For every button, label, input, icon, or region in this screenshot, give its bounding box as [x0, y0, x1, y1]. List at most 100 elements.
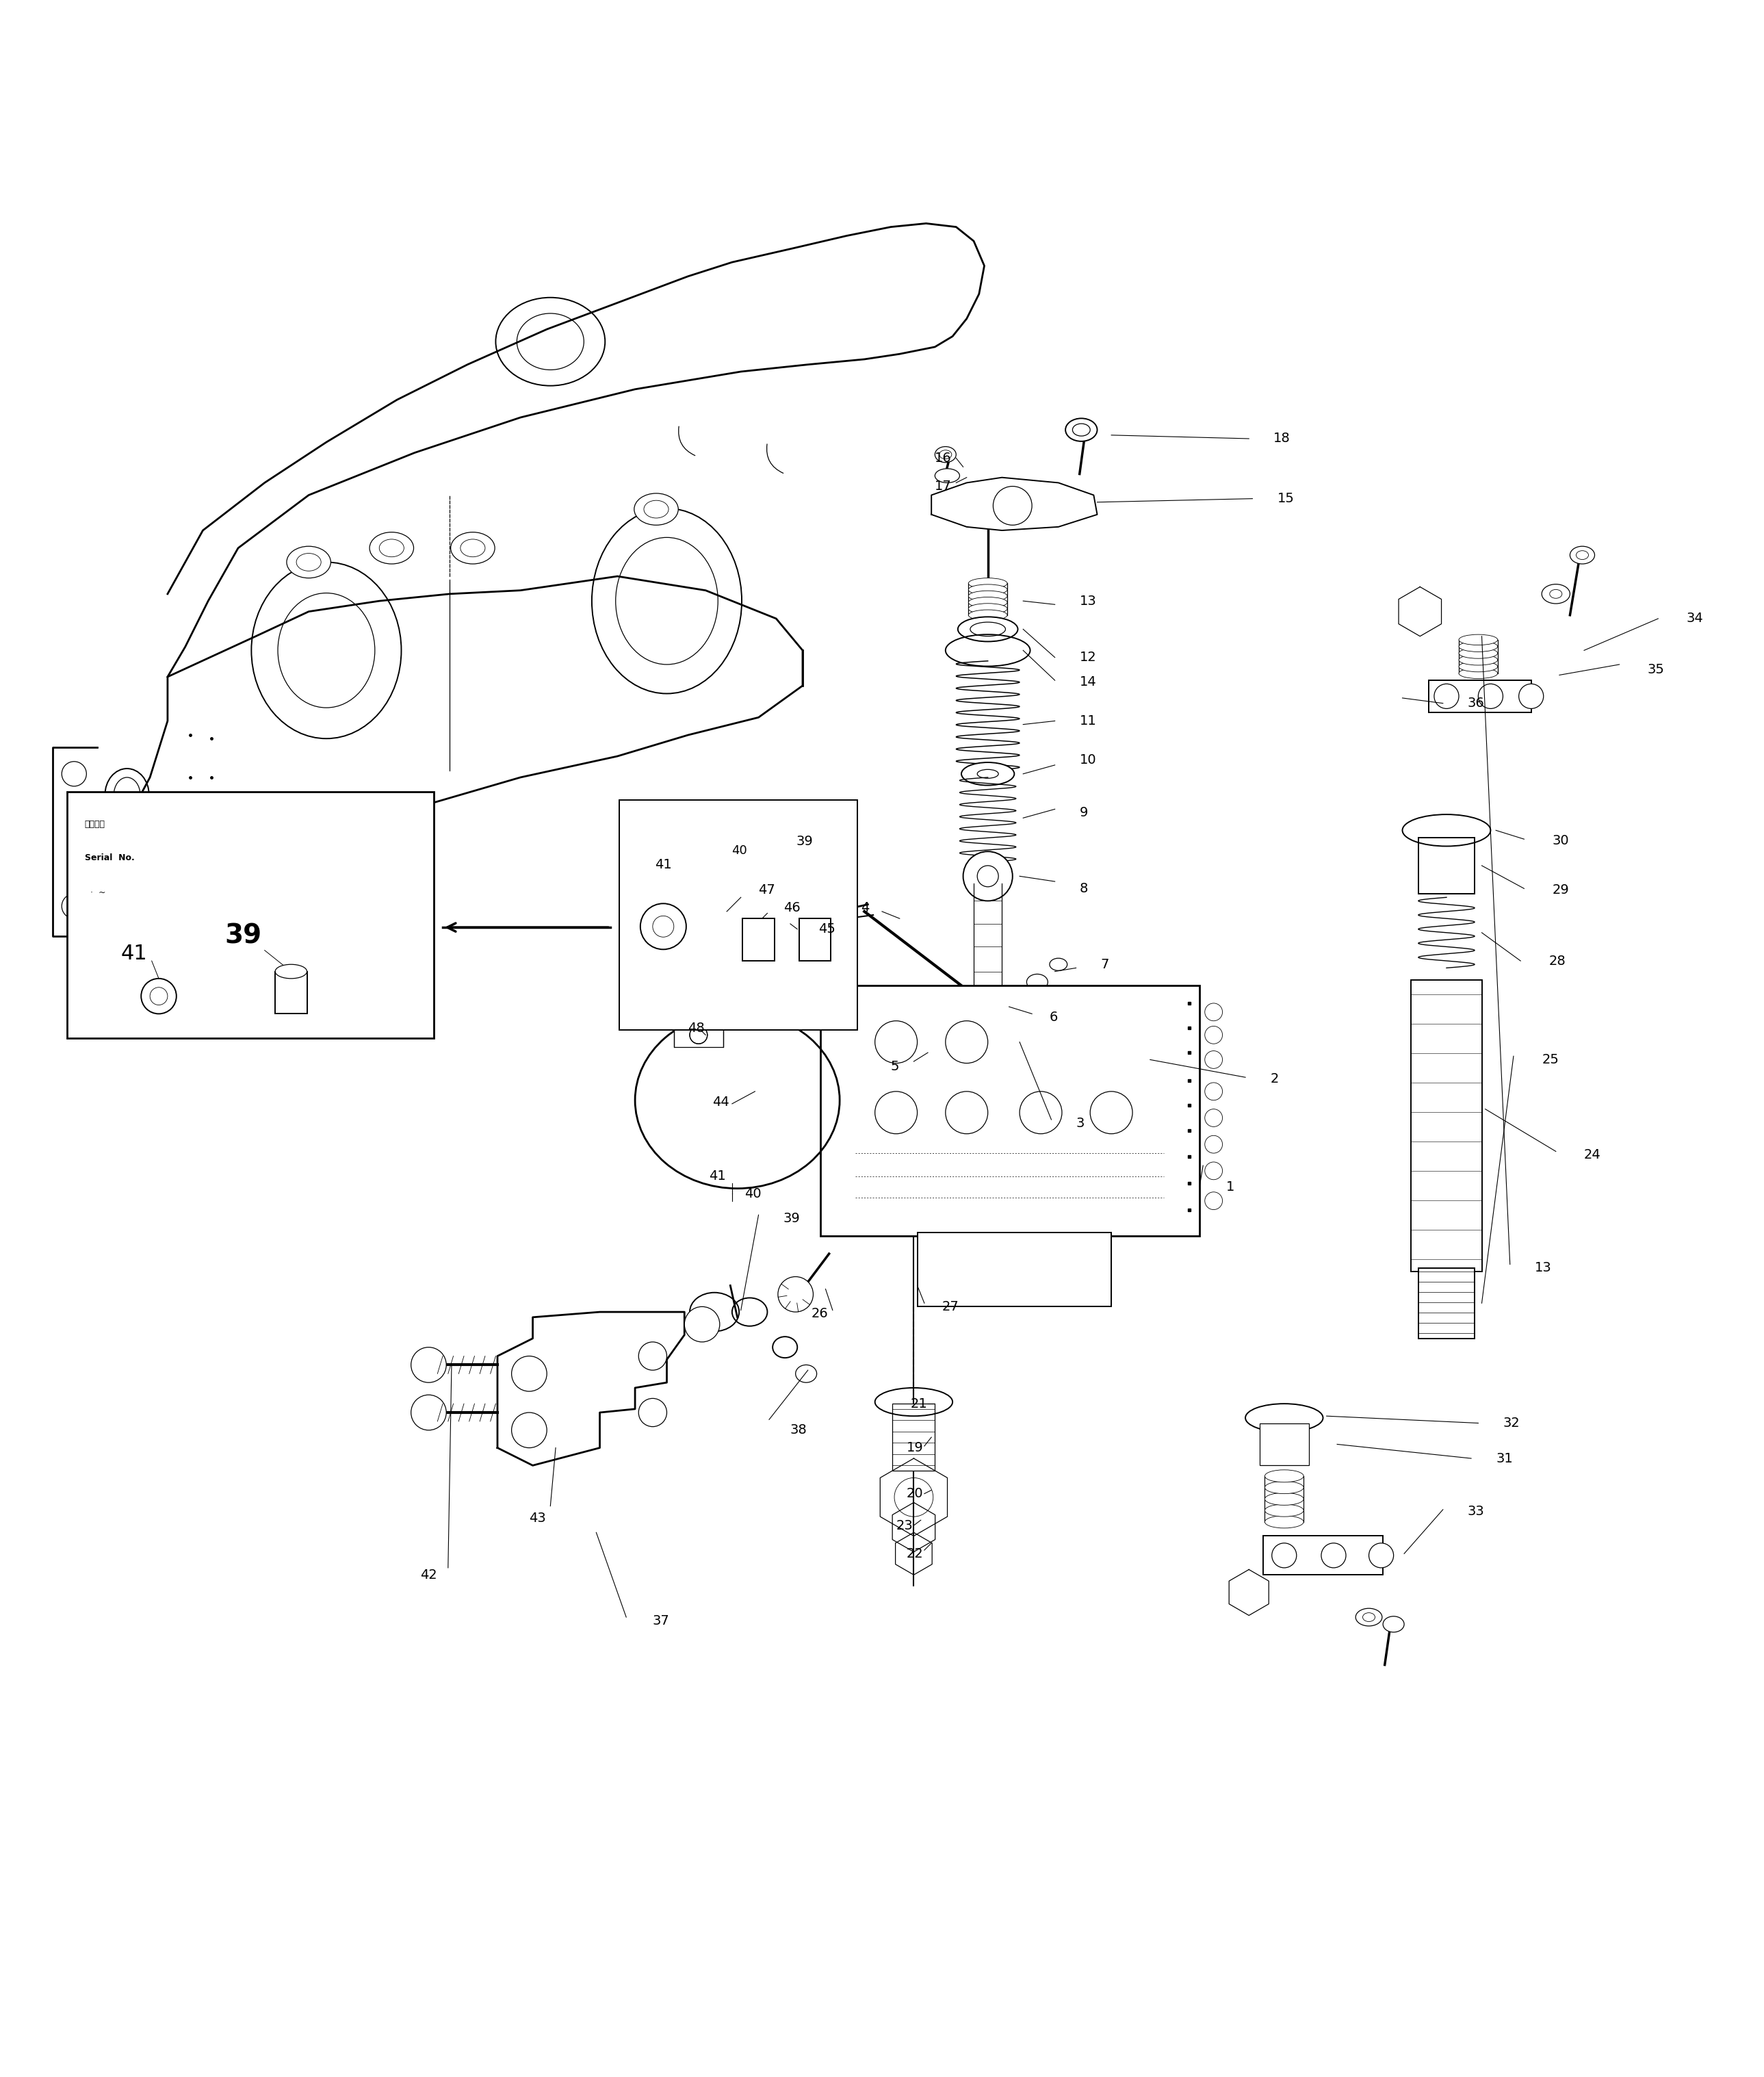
Text: 適用号機: 適用号機 [85, 820, 106, 829]
Ellipse shape [1265, 1504, 1304, 1516]
Text: 13: 13 [1535, 1261, 1552, 1275]
Bar [799, 918, 831, 962]
Ellipse shape [1459, 660, 1498, 671]
Text: 24: 24 [1584, 1149, 1602, 1161]
Ellipse shape [968, 590, 1007, 602]
Text: 34: 34 [1686, 613, 1704, 625]
Circle shape [639, 1342, 667, 1371]
Ellipse shape [1265, 1493, 1304, 1506]
Ellipse shape [369, 532, 413, 565]
Ellipse shape [935, 469, 960, 482]
Text: 41: 41 [709, 1169, 727, 1182]
Bar [820, 987, 1200, 1236]
Text: 31: 31 [1496, 1452, 1514, 1464]
Text: 23: 23 [896, 1518, 914, 1533]
Circle shape [993, 486, 1032, 525]
Text: 37: 37 [653, 1614, 670, 1626]
Text: 39: 39 [796, 835, 813, 847]
Bar [893, 1404, 935, 1471]
Ellipse shape [450, 532, 494, 565]
Ellipse shape [296, 552, 321, 571]
Ellipse shape [1355, 1608, 1383, 1626]
Text: 45: 45 [818, 922, 836, 935]
Circle shape [684, 1306, 720, 1342]
Ellipse shape [1459, 669, 1498, 679]
Ellipse shape [1459, 654, 1498, 665]
Ellipse shape [275, 964, 307, 978]
Circle shape [963, 852, 1013, 901]
Text: 18: 18 [1274, 432, 1291, 444]
Bar [1429, 681, 1531, 712]
Circle shape [790, 906, 815, 930]
Circle shape [1272, 1543, 1297, 1568]
Text: 3: 3 [1076, 1117, 1085, 1130]
Text: 12: 12 [1080, 650, 1097, 665]
Circle shape [875, 1090, 917, 1134]
Bar [1259, 1423, 1309, 1466]
Text: 6: 6 [1050, 1011, 1058, 1024]
Bar [67, 791, 434, 1038]
Text: 35: 35 [1648, 663, 1665, 677]
Circle shape [639, 1398, 667, 1427]
Ellipse shape [968, 611, 1007, 621]
Ellipse shape [379, 540, 404, 557]
Text: 38: 38 [790, 1423, 808, 1437]
Circle shape [1478, 683, 1503, 708]
Circle shape [946, 1090, 988, 1134]
Polygon shape [497, 1313, 684, 1466]
Text: 16: 16 [935, 451, 953, 465]
Ellipse shape [1065, 417, 1097, 440]
Text: 39: 39 [783, 1213, 801, 1225]
Text: 14: 14 [1080, 675, 1097, 690]
Ellipse shape [958, 617, 1018, 642]
Text: 41: 41 [654, 858, 672, 870]
Bar [145, 951, 162, 968]
Bar [619, 800, 857, 1030]
Text: 15: 15 [1277, 492, 1295, 505]
Circle shape [1020, 1090, 1062, 1134]
Ellipse shape [968, 596, 1007, 609]
Circle shape [875, 1022, 917, 1063]
Bar [1263, 1537, 1383, 1574]
Text: 36: 36 [1468, 696, 1485, 710]
Text: 39: 39 [226, 922, 261, 949]
Text: 29: 29 [1552, 885, 1570, 897]
Circle shape [1434, 683, 1459, 708]
Ellipse shape [633, 494, 677, 525]
Text: 10: 10 [1080, 754, 1097, 766]
Text: 46: 46 [783, 901, 801, 914]
Ellipse shape [460, 540, 485, 557]
Text: 7: 7 [1101, 957, 1110, 970]
Ellipse shape [1459, 633, 1498, 646]
Text: 42: 42 [420, 1568, 437, 1581]
Bar [1418, 1267, 1475, 1338]
Ellipse shape [1570, 546, 1595, 565]
Ellipse shape [1383, 1616, 1404, 1633]
Text: 21: 21 [910, 1398, 928, 1410]
Text: 47: 47 [759, 885, 776, 897]
Circle shape [1519, 683, 1544, 708]
Ellipse shape [1542, 584, 1570, 604]
Text: 25: 25 [1542, 1053, 1559, 1066]
Text: 22: 22 [907, 1547, 924, 1560]
Polygon shape [931, 478, 1097, 530]
Ellipse shape [748, 912, 773, 926]
Text: 5: 5 [891, 1059, 900, 1074]
Text: ·  ~: · ~ [85, 889, 106, 897]
Circle shape [640, 903, 686, 949]
Bar [173, 951, 191, 968]
Text: 2: 2 [1270, 1072, 1279, 1086]
Ellipse shape [286, 546, 330, 577]
Ellipse shape [968, 577, 1007, 588]
Ellipse shape [968, 604, 1007, 615]
Text: 40: 40 [732, 845, 746, 858]
Ellipse shape [968, 584, 1007, 594]
Text: 28: 28 [1549, 953, 1566, 968]
Text: 9: 9 [1080, 806, 1088, 818]
Bar [917, 1232, 1111, 1306]
Ellipse shape [1265, 1471, 1304, 1483]
Circle shape [141, 978, 176, 1014]
Ellipse shape [644, 501, 669, 517]
Bar [1418, 837, 1475, 893]
Text: 32: 32 [1503, 1417, 1521, 1429]
